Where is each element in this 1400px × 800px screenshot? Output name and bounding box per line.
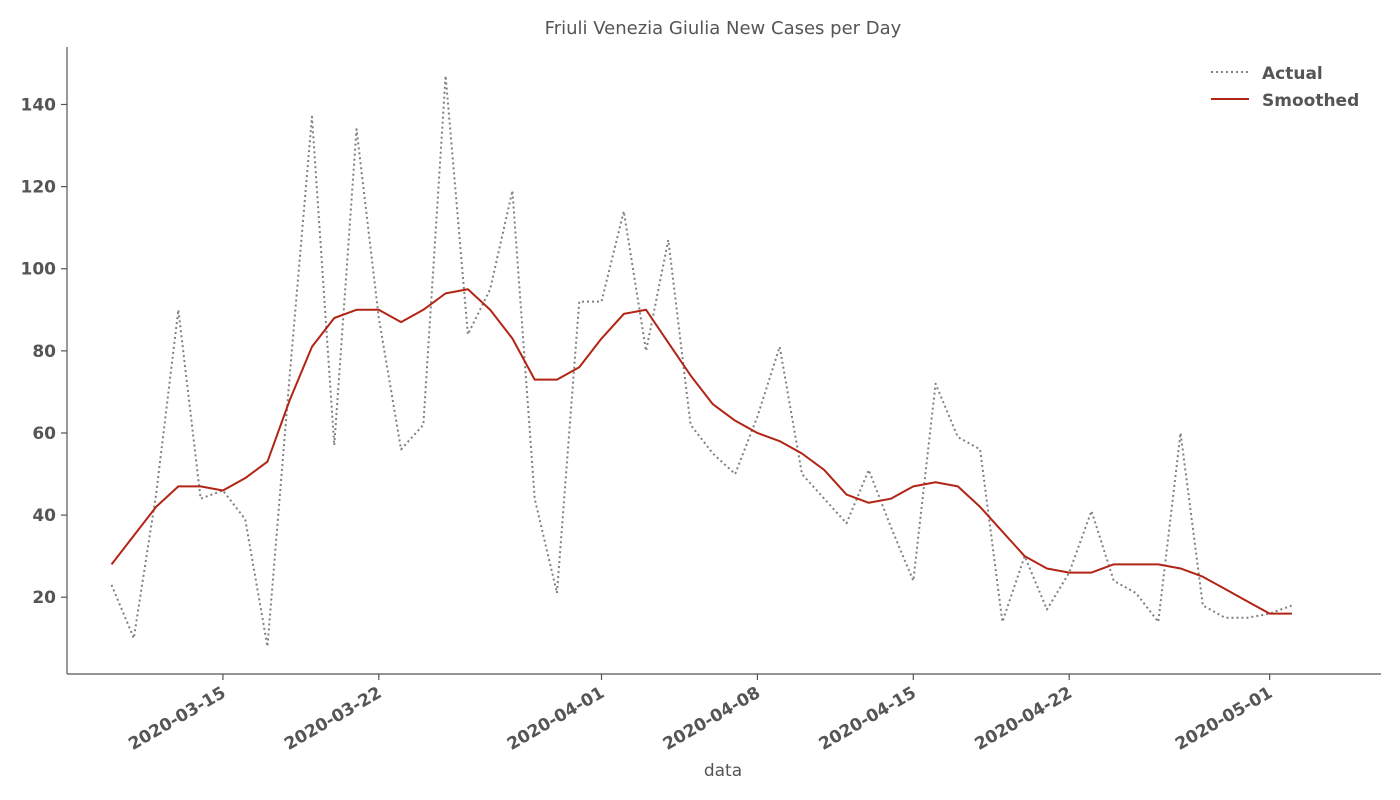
- x-tick-label: 2020-04-22: [972, 683, 1076, 755]
- y-tick-label: 60: [32, 424, 56, 444]
- y-tick-label: 20: [32, 588, 56, 608]
- y-tick-label: 140: [21, 95, 57, 115]
- series-line-smoothed: [110, 288, 1292, 615]
- x-axis-label: data: [704, 761, 742, 781]
- y-tick-label: 80: [32, 342, 56, 362]
- legend: Actual Smoothed: [1211, 64, 1359, 111]
- x-axis-ticks: 2020-03-15 2020-03-22 2020-04-01 2020-04-08…: [125, 674, 1276, 755]
- plot-area: [110, 74, 1293, 648]
- x-tick-label: 2020-03-22: [281, 683, 385, 755]
- y-tick-label: 100: [21, 260, 57, 280]
- y-tick-label: 120: [21, 178, 57, 198]
- y-axis-ticks: 20 40 60 80 100 120 140: [21, 95, 67, 608]
- legend-label-actual: Actual: [1262, 64, 1323, 84]
- legend-label-smoothed: Smoothed: [1262, 91, 1359, 111]
- x-tick-label: 2020-04-15: [816, 683, 920, 755]
- y-tick-label: 40: [32, 506, 56, 526]
- x-tick-label: 2020-04-01: [504, 683, 608, 755]
- x-tick-label: 2020-03-15: [125, 683, 229, 755]
- chart-title: Friuli Venezia Giulia New Cases per Day: [545, 18, 902, 39]
- x-tick-label: 2020-05-01: [1172, 683, 1276, 755]
- series-line-actual: [110, 74, 1293, 648]
- x-tick-label: 2020-04-08: [660, 683, 764, 755]
